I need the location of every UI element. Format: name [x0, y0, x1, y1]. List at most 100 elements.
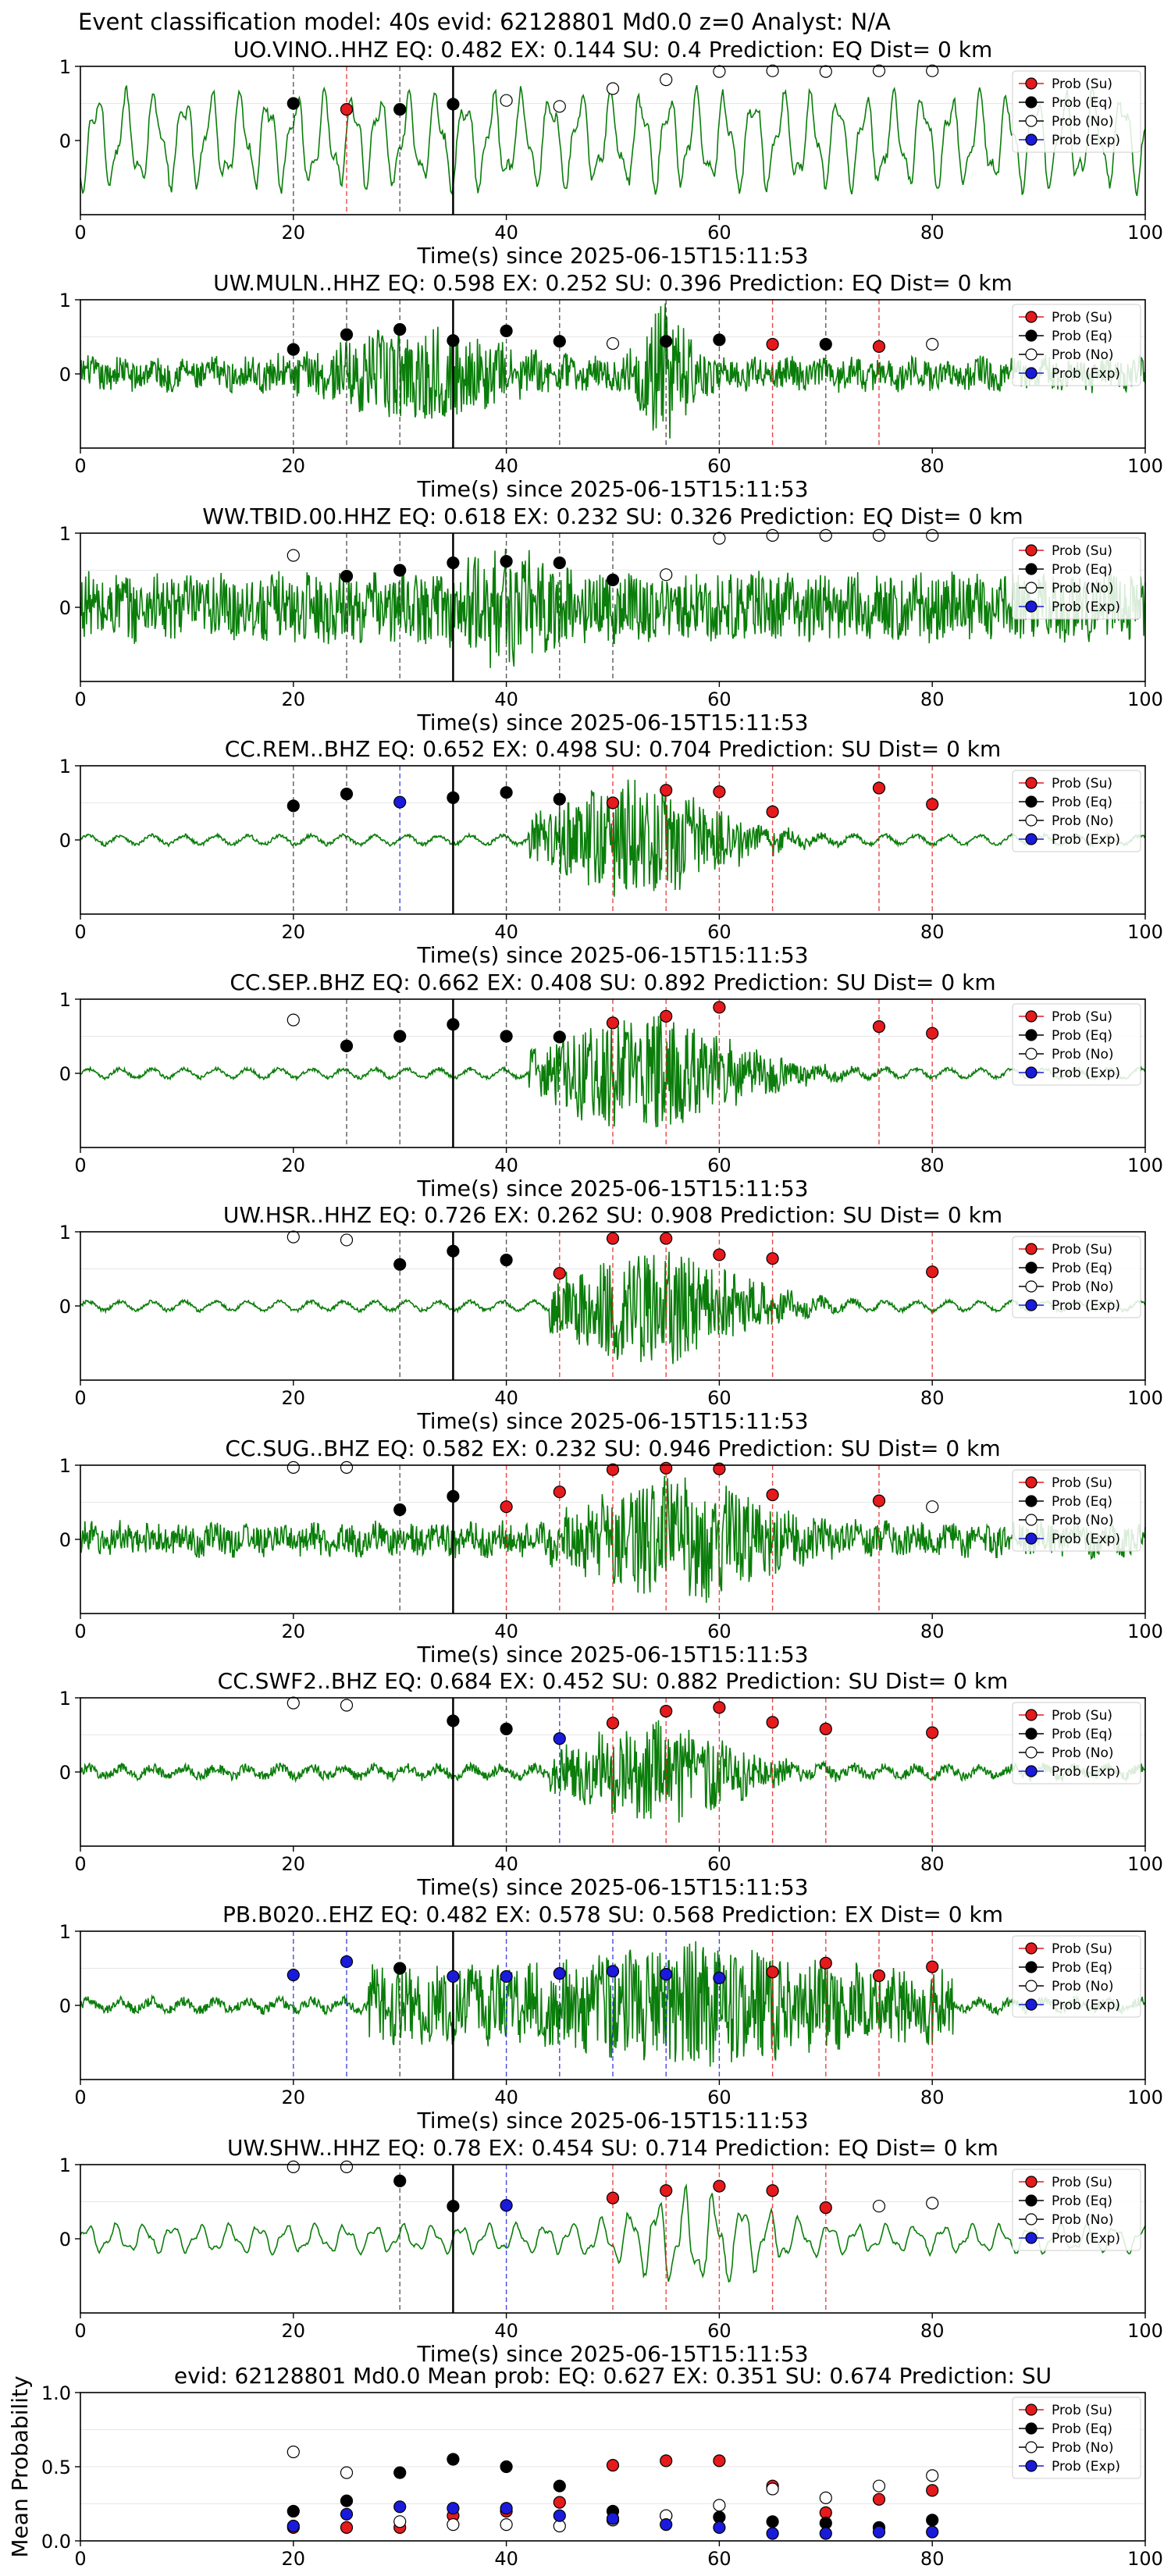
legend: Prob (Su) Prob (Eq) Prob (No) Prob (Exp): [1012, 1236, 1141, 1318]
x-tick-label: 20: [282, 2320, 306, 2342]
mean-prob-marker-exp: [872, 2525, 886, 2539]
mean-prob-marker-exp: [553, 2509, 566, 2522]
legend-marker-su: [1025, 1243, 1038, 1255]
y-tick-label: 0.0: [41, 2531, 71, 2553]
legend-label-su: Prob (Su): [1052, 76, 1112, 92]
prob-marker-su: [553, 1267, 566, 1280]
prob-marker-su: [713, 1248, 726, 1261]
prob-marker-su: [713, 1462, 726, 1475]
prob-marker-su: [606, 796, 620, 809]
legend-marker-exp: [1025, 2460, 1038, 2472]
x-tick-label: 0: [74, 1387, 86, 1409]
prob-marker-no: [713, 65, 726, 78]
legend-label-eq: Prob (Eq): [1052, 795, 1112, 810]
legend-label-su: Prob (Su): [1052, 2175, 1112, 2190]
legend-marker-su: [1025, 2176, 1038, 2188]
legend-marker-exp: [1025, 1765, 1038, 1777]
y-tick-label: 1: [59, 523, 71, 545]
x-tick-label: 40: [494, 2548, 518, 2570]
prob-marker-no: [660, 73, 673, 87]
legend-label-no: Prob (No): [1052, 2440, 1114, 2456]
legend-marker-eq: [1025, 795, 1038, 808]
mean-prob-marker-su: [872, 2492, 886, 2506]
prob-marker-eq: [447, 2200, 460, 2213]
x-tick-label: 80: [920, 1621, 945, 1642]
prob-marker-no: [553, 100, 566, 113]
mean-prob-marker-no: [926, 2469, 939, 2482]
mean-prob-marker-eq: [766, 2515, 779, 2528]
panel-title: CC.REM..BHZ EQ: 0.652 EX: 0.498 SU: 0.70…: [225, 736, 1002, 762]
prob-marker-eq: [340, 569, 354, 583]
legend-marker-su: [1025, 2403, 1038, 2416]
x-axis-label: Time(s) since 2025-06-15T15:11:53: [416, 710, 808, 735]
seismic-trace: [80, 779, 1146, 897]
prob-marker-eq: [447, 1244, 460, 1258]
prob-marker-eq: [393, 1503, 407, 1517]
legend: Prob (Su) Prob (Eq) Prob (No) Prob (Exp): [1012, 1469, 1141, 1552]
prob-marker-eq: [447, 1018, 460, 1031]
x-tick-label: 0: [74, 688, 86, 710]
legend-label-exp: Prob (Exp): [1052, 2231, 1120, 2247]
legend-marker-su: [1025, 1942, 1038, 1955]
y-tick-label: 0: [59, 1529, 71, 1551]
prob-marker-su: [766, 2184, 779, 2197]
legend-label-exp: Prob (Exp): [1052, 1298, 1120, 1314]
mean-prob-marker-no: [447, 2518, 460, 2532]
panel-title: WW.TBID.00.HHZ EQ: 0.618 EX: 0.232 SU: 0…: [202, 503, 1023, 529]
y-tick-label: 0: [59, 1296, 71, 1318]
legend-label-no: Prob (No): [1052, 813, 1114, 829]
legend-marker-exp: [1025, 2232, 1038, 2244]
seismic-trace: [80, 1475, 1146, 1603]
prob-marker-eq: [447, 791, 460, 804]
prob-marker-su: [606, 1717, 620, 1730]
prob-marker-no: [819, 528, 832, 542]
x-tick-label: 80: [920, 2320, 945, 2342]
x-tick-label: 100: [1127, 222, 1163, 244]
prob-marker-su: [819, 2201, 832, 2215]
prob-marker-su: [872, 340, 886, 353]
legend-marker-exp: [1025, 133, 1038, 146]
prob-marker-exp: [500, 2199, 513, 2212]
legend-marker-su: [1025, 1476, 1038, 1489]
legend-box: [1012, 304, 1141, 386]
legend-box: [1012, 1003, 1141, 1086]
x-tick-label: 40: [494, 1387, 518, 1409]
mean-prob-marker-no: [287, 2445, 300, 2459]
legend-marker-eq: [1025, 1961, 1038, 1973]
prob-marker-eq: [393, 1258, 407, 1271]
x-tick-label: 20: [282, 1621, 306, 1642]
legend-marker-su: [1025, 777, 1038, 789]
mean-prob-marker-no: [500, 2518, 513, 2532]
mean-prob-marker-exp: [926, 2525, 939, 2539]
legend-label-no: Prob (No): [1052, 1745, 1114, 1761]
legend-marker-exp: [1025, 1066, 1038, 1079]
legend-label-exp: Prob (Exp): [1052, 1532, 1120, 1547]
prob-marker-su: [766, 1488, 779, 1502]
y-tick-label: 1: [59, 1688, 71, 1710]
x-tick-label: 100: [1127, 2548, 1163, 2570]
prob-marker-exp: [393, 795, 407, 809]
prob-marker-no: [340, 2160, 354, 2173]
mean-prob-marker-su: [553, 2496, 566, 2509]
x-tick-label: 60: [707, 1853, 731, 1875]
x-axis-label: Time(s) since 2025-06-15T15:11:53: [416, 243, 808, 269]
y-tick-label: 0: [59, 2229, 71, 2250]
x-axis-label: Time(s) since 2025-06-15T15:11:53: [416, 1874, 808, 1900]
mean-prob-marker-su: [340, 2521, 354, 2534]
mean-prob-marker-eq: [340, 2494, 354, 2507]
prob-marker-su: [766, 1966, 779, 1979]
legend-label-su: Prob (Su): [1052, 1941, 1112, 1957]
x-tick-label: 100: [1127, 1853, 1163, 1875]
panel-6: UW.HSR..HHZ EQ: 0.726 EX: 0.262 SU: 0.90…: [59, 1202, 1163, 1434]
panel-title: evid: 62128801 Md0.0 Mean prob: EQ: 0.62…: [174, 2363, 1052, 2389]
legend-marker-exp: [1025, 833, 1038, 845]
x-tick-label: 20: [282, 455, 306, 477]
x-tick-label: 40: [494, 1155, 518, 1176]
legend-marker-eq: [1025, 1261, 1038, 1274]
prob-marker-su: [766, 1252, 779, 1265]
prob-marker-no: [606, 336, 620, 350]
legend-label-eq: Prob (Eq): [1052, 1727, 1112, 1742]
x-tick-label: 100: [1127, 1621, 1163, 1642]
x-tick-label: 0: [74, 1853, 86, 1875]
prob-marker-su: [660, 1705, 673, 1718]
